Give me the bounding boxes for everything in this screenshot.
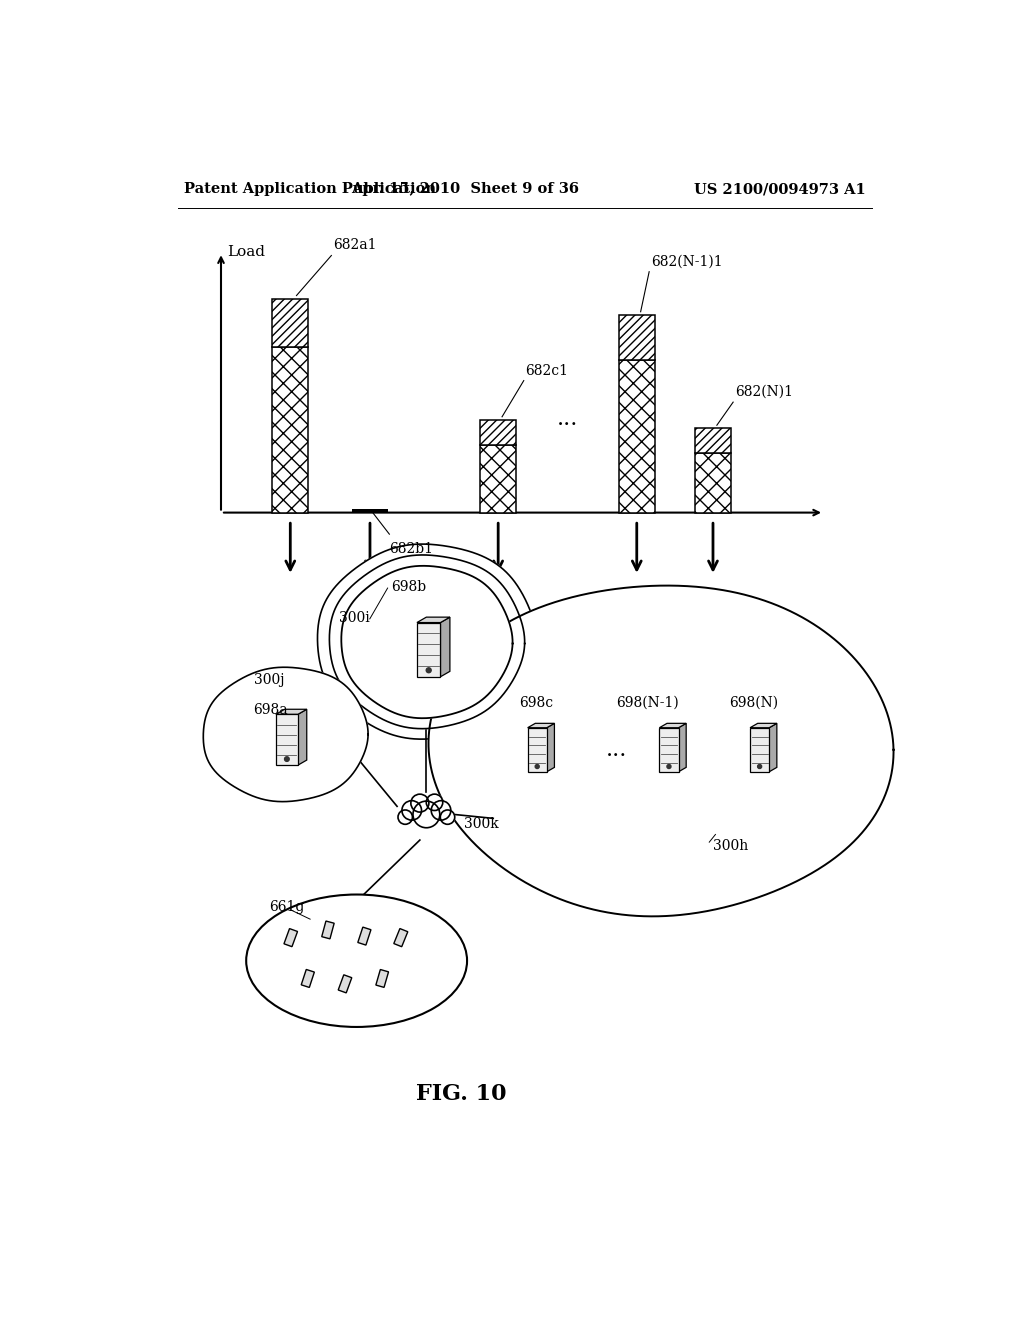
Polygon shape bbox=[338, 974, 352, 993]
Bar bbox=[352, 510, 388, 512]
Text: 682(N)1: 682(N)1 bbox=[734, 385, 793, 399]
Polygon shape bbox=[322, 921, 334, 939]
Bar bbox=[480, 445, 516, 512]
Polygon shape bbox=[440, 618, 450, 677]
Text: 698(N): 698(N) bbox=[729, 696, 778, 710]
Text: 300i: 300i bbox=[339, 611, 370, 624]
Bar bbox=[695, 453, 731, 512]
Circle shape bbox=[426, 668, 431, 673]
Circle shape bbox=[440, 810, 455, 824]
Polygon shape bbox=[317, 544, 537, 739]
Text: 661g: 661g bbox=[269, 900, 304, 913]
Polygon shape bbox=[284, 928, 298, 946]
Text: 300j: 300j bbox=[254, 673, 284, 686]
Polygon shape bbox=[750, 723, 777, 727]
Circle shape bbox=[758, 764, 762, 768]
Text: 698a: 698a bbox=[254, 704, 288, 717]
Text: 682(N-1)1: 682(N-1)1 bbox=[650, 255, 722, 269]
Polygon shape bbox=[428, 586, 894, 916]
Polygon shape bbox=[275, 709, 307, 714]
Text: 682c1: 682c1 bbox=[525, 363, 568, 378]
Text: 682a1: 682a1 bbox=[333, 239, 377, 252]
Text: 682b1: 682b1 bbox=[389, 543, 433, 556]
Bar bbox=[480, 420, 516, 445]
Bar bbox=[417, 623, 440, 677]
Polygon shape bbox=[547, 723, 554, 772]
Polygon shape bbox=[417, 618, 450, 623]
Polygon shape bbox=[298, 709, 307, 766]
Text: ...: ... bbox=[557, 408, 579, 430]
Ellipse shape bbox=[246, 895, 467, 1027]
Circle shape bbox=[426, 795, 442, 810]
Text: Patent Application Publication: Patent Application Publication bbox=[183, 182, 436, 197]
Text: US 2100/0094973 A1: US 2100/0094973 A1 bbox=[694, 182, 866, 197]
Polygon shape bbox=[769, 723, 777, 772]
Bar bbox=[272, 298, 308, 347]
Polygon shape bbox=[204, 667, 368, 801]
Bar bbox=[618, 315, 654, 360]
Text: 698b: 698b bbox=[391, 581, 427, 594]
Text: ...: ... bbox=[605, 739, 627, 760]
Bar bbox=[272, 347, 308, 512]
Bar bbox=[659, 727, 679, 772]
Polygon shape bbox=[376, 969, 388, 987]
Circle shape bbox=[431, 801, 451, 820]
Text: FIG. 10: FIG. 10 bbox=[416, 1082, 507, 1105]
Polygon shape bbox=[527, 723, 554, 727]
Text: Load: Load bbox=[227, 244, 265, 259]
Bar bbox=[527, 727, 547, 772]
Text: 300h: 300h bbox=[713, 840, 749, 853]
Text: Apr. 15, 2010  Sheet 9 of 36: Apr. 15, 2010 Sheet 9 of 36 bbox=[351, 182, 580, 197]
Polygon shape bbox=[301, 969, 314, 987]
Circle shape bbox=[285, 756, 289, 762]
Polygon shape bbox=[357, 927, 371, 945]
Bar bbox=[695, 428, 731, 453]
Text: 698c: 698c bbox=[519, 696, 554, 710]
Circle shape bbox=[536, 764, 540, 768]
Circle shape bbox=[413, 801, 439, 828]
Text: 698(N-1): 698(N-1) bbox=[616, 696, 679, 710]
Polygon shape bbox=[659, 723, 686, 727]
Circle shape bbox=[667, 764, 671, 768]
Text: 300k: 300k bbox=[464, 817, 499, 830]
Bar bbox=[275, 714, 298, 766]
Bar bbox=[618, 360, 654, 512]
Bar bbox=[750, 727, 769, 772]
Polygon shape bbox=[330, 554, 524, 729]
Polygon shape bbox=[341, 566, 513, 718]
Circle shape bbox=[402, 801, 422, 820]
Polygon shape bbox=[679, 723, 686, 772]
Polygon shape bbox=[394, 928, 408, 946]
Circle shape bbox=[411, 795, 429, 812]
Circle shape bbox=[398, 810, 413, 824]
